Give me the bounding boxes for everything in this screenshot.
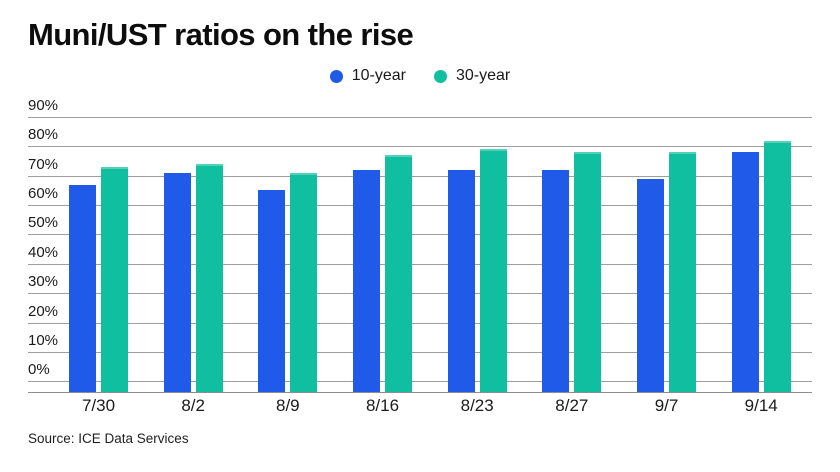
bar-10year-89 [258, 190, 286, 392]
y-axis-tick-label: 10% [28, 331, 59, 349]
y-axis-tick-label: 20% [28, 302, 59, 320]
y-axis-tick-label: 80% [28, 126, 59, 144]
bar-30year-97 [669, 152, 697, 392]
bar-10year-914 [731, 152, 759, 392]
y-gridline [28, 146, 812, 148]
bar-30year-823 [479, 149, 507, 392]
x-axis-tick-label: 8/27 [555, 396, 589, 415]
chart-legend: 10-year 30-year [0, 67, 840, 85]
bar-10year-730 [69, 184, 96, 392]
y-gridline [28, 234, 812, 236]
y-axis-tick-label: 50% [28, 214, 59, 232]
bar-30year-730 [101, 166, 128, 392]
legend-dot-icon [329, 69, 343, 83]
bar-30year-89 [290, 172, 318, 392]
y-axis-tick-label: 70% [28, 155, 59, 173]
plot-area: 90% 80% 70% 60% 50% 40% 30% 20% 10% 0% [28, 98, 812, 393]
y-gridline [28, 351, 812, 353]
x-axis-tick-label: 8/2 [181, 396, 205, 415]
y-gridline [28, 175, 812, 177]
x-axis: 7/30 8/2 8/9 8/16 8/23 8/27 9/7 9/14 [28, 396, 812, 416]
x-axis-tick-label: 8/9 [276, 396, 300, 415]
bar-10year-827 [542, 169, 570, 392]
y-gridline [28, 293, 812, 295]
y-gridline [28, 381, 812, 383]
bar-10year-816 [353, 169, 380, 392]
bar-10year-82 [163, 172, 191, 392]
bar-10year-823 [447, 169, 475, 392]
source-note: Source: ICE Data Services [28, 431, 189, 446]
y-gridline [28, 263, 812, 265]
bar-30year-827 [574, 152, 602, 392]
x-axis-tick-label: 9/7 [654, 396, 679, 415]
legend-item-30-year: 30-year [434, 67, 510, 85]
x-axis-tick-label: 7/30 [81, 396, 116, 415]
y-axis-tick-label: 90% [28, 97, 59, 114]
legend-label: 10-year [351, 67, 406, 84]
y-gridline [28, 322, 812, 324]
y-gridline [28, 117, 812, 118]
y-axis-tick-label: 60% [28, 185, 59, 203]
x-axis-tick-label: 8/23 [460, 396, 494, 415]
legend-dot-icon [434, 69, 447, 83]
bar-30year-914 [763, 140, 791, 392]
y-axis-tick-label: 40% [28, 243, 59, 261]
x-axis-tick-label: 8/16 [365, 396, 400, 415]
chart-title: Muni/UST ratios on the rise [28, 17, 414, 52]
bar-30year-82 [195, 164, 223, 392]
legend-item-10-year: 10-year [329, 67, 406, 85]
y-axis-tick-label: 30% [28, 273, 59, 291]
y-gridline [28, 205, 812, 207]
legend-label: 30-year [456, 67, 511, 84]
bar-10year-97 [637, 178, 665, 392]
bar-30year-816 [385, 155, 412, 392]
x-axis-tick-label: 9/14 [744, 396, 778, 415]
y-axis-tick-label: 0% [28, 361, 50, 379]
